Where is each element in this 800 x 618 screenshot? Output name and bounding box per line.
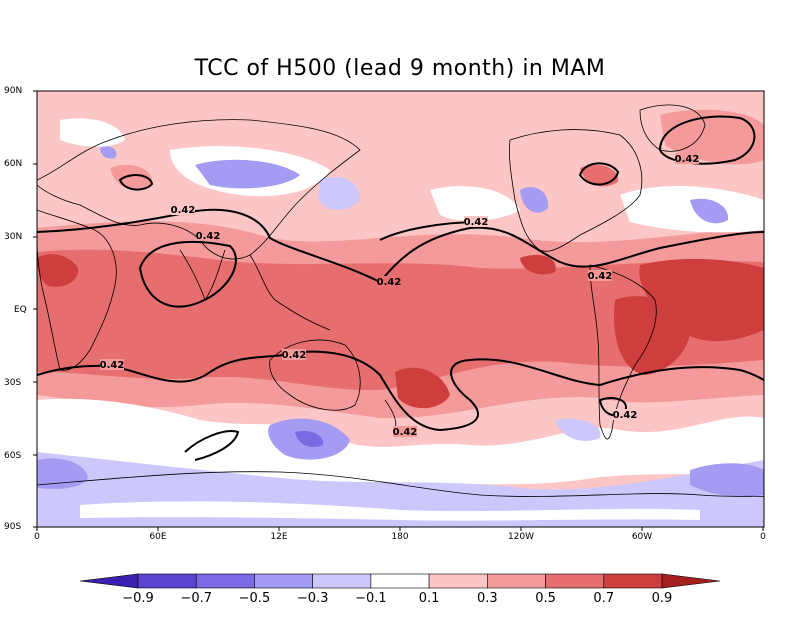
lon-label-180: 180	[391, 532, 409, 542]
blue-core-south-pacific	[295, 430, 324, 448]
contour-indian-ocean-south	[184, 430, 240, 461]
lon-label-0-east: 0	[760, 532, 766, 542]
colorbar-label: −0.7	[180, 591, 213, 606]
colorbar-segment	[370, 573, 430, 589]
red-europe	[110, 164, 153, 190]
red-ring-hudson	[580, 164, 619, 187]
colorbar-label: −0.5	[238, 591, 271, 606]
coastlines	[37, 104, 764, 498]
white-north-atlantic	[620, 185, 764, 233]
darkred-east-pacific	[520, 254, 556, 275]
lat-label-90n: 90N	[4, 86, 23, 96]
colorbar-segment	[195, 573, 255, 589]
colorbar-segment	[545, 573, 605, 589]
contour-hudson	[578, 162, 620, 186]
colorbar-segment	[254, 573, 313, 589]
coast-eurasia	[37, 119, 361, 260]
colorbar-label: 0.9	[651, 591, 673, 606]
lon-label-120w: 120W	[507, 532, 535, 542]
colorbar-label: −0.1	[355, 591, 387, 606]
white-arctic-west	[60, 118, 125, 147]
contour-south-tropics	[37, 350, 764, 432]
lon-label-60w: 60W	[631, 532, 653, 542]
blue-north-america	[520, 187, 549, 213]
contour-label: 0.42	[171, 205, 196, 216]
lat-label-30n: 30N	[4, 232, 23, 242]
coast-se-asia	[249, 254, 331, 331]
contour-label: 0.42	[393, 427, 418, 438]
colorbar-label: 0.7	[593, 591, 615, 606]
coast-south-america	[589, 264, 657, 440]
white-southern-ocean	[37, 398, 764, 490]
coast-india	[179, 249, 226, 301]
colorbar-segment	[312, 573, 372, 589]
colorbar-label: 0.1	[418, 591, 440, 606]
contour-label: 0.42	[377, 277, 402, 288]
colorbar-segment-min	[79, 573, 139, 589]
contour-label: 0.42	[464, 217, 489, 228]
blue-siberia	[195, 159, 300, 189]
colorbar-segment	[603, 573, 663, 589]
coast-north-america	[509, 129, 643, 252]
contour-india	[138, 241, 237, 308]
contour-label: 0.42	[196, 231, 221, 242]
map-title: TCC of H500 (lead 9 month) in MAM	[194, 56, 606, 81]
coast-greenland	[639, 104, 706, 152]
blue-pool-south-atlantic	[555, 418, 601, 441]
darkred-brazil	[614, 296, 691, 375]
blue-arctic-small	[100, 146, 117, 159]
white-north-pacific	[430, 186, 520, 222]
colorbar-label: −0.3	[296, 591, 329, 606]
contour-label: 0.42	[100, 360, 125, 371]
tropical-core	[37, 249, 764, 391]
colorbar-segment	[137, 573, 197, 589]
shaded-field	[37, 91, 764, 527]
lon-label-0: 0	[34, 532, 40, 542]
lat-label-30s: 30S	[4, 378, 22, 388]
contour-label: 0.42	[675, 154, 700, 165]
colorbar-label: −0.9	[122, 591, 154, 606]
red-ring-greenland	[660, 109, 764, 165]
contour-europe	[118, 174, 154, 191]
coast-australia	[269, 339, 361, 411]
darkred-africa-west	[37, 254, 79, 287]
lat-label-60n: 60N	[4, 159, 23, 169]
lon-label-12e: 12E	[270, 532, 288, 542]
blue-atlantic-north	[690, 198, 729, 224]
axis-ticks	[33, 90, 764, 531]
colorbar	[79, 573, 721, 589]
darkred-south-pacific	[395, 367, 450, 409]
coast-africa	[37, 209, 117, 371]
blue-pool-antarctic-east	[690, 463, 764, 497]
lon-label-60e: 60E	[149, 532, 167, 542]
colorbar-segment	[428, 573, 488, 589]
lat-label-90s: 90S	[4, 522, 22, 532]
contour-label-group: 0.42 0.42 0.42 0.42 0.42 0.42 0.42 0.42 …	[100, 153, 700, 438]
colorbar-segment-max	[661, 573, 721, 589]
antarctic-white-strip	[80, 501, 700, 521]
colorbar-segment	[487, 573, 546, 589]
lat-label-60s: 60S	[4, 451, 22, 461]
contour-label: 0.42	[282, 350, 307, 361]
colorbar-label: 0.5	[535, 591, 556, 606]
colorbar-label: 0.3	[476, 591, 498, 606]
coast-antarctica	[37, 471, 764, 498]
lat-label-eq: EQ	[14, 305, 27, 315]
contour-label: 0.42	[588, 271, 613, 282]
blue-north-pacific	[318, 176, 360, 210]
contour-label: 0.42	[613, 410, 638, 421]
